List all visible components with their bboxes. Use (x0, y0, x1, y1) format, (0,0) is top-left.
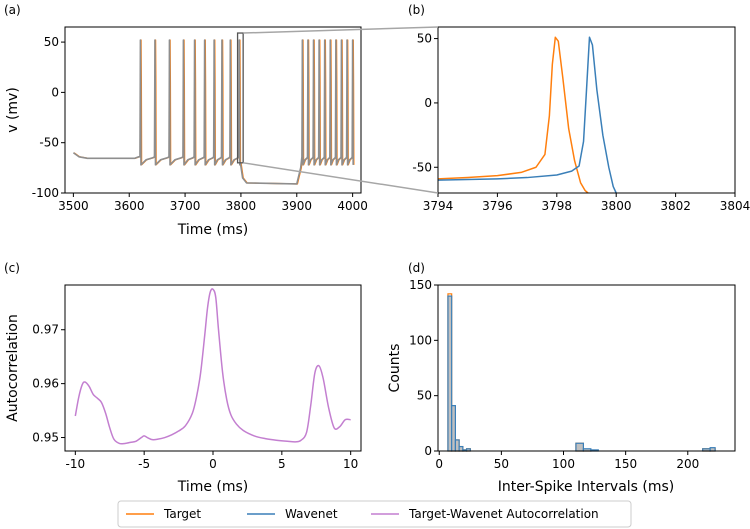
panel-c-xtick-label: 5 (278, 457, 286, 471)
panel-c: (c) -10 -5 0 5 10 0.95 0.96 0.97 Time (ms) Auto… (4, 261, 362, 495)
panel-c-series-autocorrelation (74, 288, 351, 445)
panel-d-ytick-label: 0 (424, 444, 432, 458)
panel-d-xtick-label: 200 (676, 457, 699, 471)
panel-a-series-wavenet (72, 39, 354, 185)
legend-label-autocorrelation: Target-Wavenet Autocorrelation (408, 507, 599, 521)
panel-b-xtick-label: 3800 (601, 199, 632, 213)
panel-d-ytick-label: 50 (417, 389, 432, 403)
panel-a-ytick-label: 50 (44, 35, 59, 49)
panel-a-xtick-label: 4000 (337, 199, 368, 213)
panel-c-axes: -10 -5 0 5 10 0.95 0.96 0.97 (32, 323, 358, 471)
panel-a-ytick-label: -50 (39, 136, 59, 150)
panel-a-label: (a) (4, 3, 21, 17)
panel-c-ytick-label: 0.95 (32, 431, 59, 445)
panel-a: (a) 3500 3600 3700 3800 3900 4000 -100 -50 0 50 T… (4, 3, 368, 238)
panel-c-ytick-label: 0.96 (32, 377, 59, 391)
panel-a-ylabel: v (mv) (5, 87, 21, 133)
legend-label-wavenet: Wavenet (285, 507, 338, 521)
panel-b: (b) 3794 3796 3798 3800 3802 3804 -50 0 50 (408, 3, 750, 213)
panel-d-frame (437, 284, 736, 452)
panel-b-label: (b) (408, 3, 425, 17)
panel-d-ytick-label: 100 (409, 333, 432, 347)
panel-d: (d) 0 50 100 150 200 0 50 100 150 Inter-Spike In… (387, 261, 736, 495)
panel-a-axes: 3500 3600 3700 3800 3900 4000 -100 -50 0 50 (32, 35, 368, 213)
panel-c-xtick-label: -10 (66, 457, 86, 471)
zoom-guide-top (243, 26, 439, 34)
panel-d-ylabel: Counts (387, 344, 403, 393)
panel-a-xtick-label: 3700 (170, 199, 201, 213)
panel-d-ytick-label: 150 (409, 278, 432, 292)
panel-b-frame (437, 26, 736, 194)
panel-a-xlabel: Time (ms) (177, 222, 249, 238)
panel-d-plot-area (447, 293, 716, 452)
panel-b-xtick-label: 3804 (720, 199, 750, 213)
panel-c-plot-area (74, 288, 351, 445)
zoom-connector-lines (243, 26, 439, 194)
panel-b-xtick-label: 3802 (660, 199, 691, 213)
panel-a-ytick-label: 0 (51, 85, 59, 99)
panel-a-xtick-label: 3600 (114, 199, 145, 213)
panel-c-xlabel: Time (ms) (177, 479, 249, 495)
panel-c-ylabel: Autocorrelation (5, 314, 21, 422)
panel-c-label: (c) (4, 261, 20, 275)
panel-d-axes: 0 50 100 150 200 0 50 100 150 (409, 278, 699, 471)
panel-b-series-target (437, 36, 589, 194)
panel-a-frame (64, 26, 362, 194)
panel-a-xtick-label: 3800 (226, 199, 257, 213)
panel-c-ytick-label: 0.97 (32, 323, 59, 337)
zoom-guide-bottom (243, 162, 439, 194)
panel-d-xtick-label: 150 (614, 457, 637, 471)
panel-b-axes: 3794 3796 3798 3800 3802 3804 -50 0 50 (412, 32, 750, 213)
panel-c-xtick-label: -5 (138, 457, 150, 471)
panel-a-ytick-label: -100 (32, 186, 59, 200)
panel-b-xtick-label: 3794 (423, 199, 454, 213)
panel-a-xtick-label: 3900 (282, 199, 313, 213)
panel-b-series-wavenet (437, 36, 617, 194)
legend-label-target: Target (163, 507, 201, 521)
panel-a-xtick-label: 3500 (58, 199, 89, 213)
legend: Target Wavenet Target-Wavenet Autocorrel… (117, 500, 632, 528)
panel-c-xtick-label: 0 (209, 457, 217, 471)
panel-d-xlabel: Inter-Spike Intervals (ms) (498, 479, 675, 495)
panel-c-xtick-label: 10 (343, 457, 358, 471)
panel-b-ytick-label: -50 (412, 160, 432, 174)
panel-b-ytick-label: 0 (424, 96, 432, 110)
panel-b-ytick-label: 50 (417, 32, 432, 46)
panel-d-bar-wavenet (575, 442, 584, 452)
panel-a-inset-box (236, 32, 244, 164)
panel-b-xtick-label: 3798 (542, 199, 573, 213)
panel-d-xtick-label: 100 (552, 457, 575, 471)
panel-d-label: (d) (408, 261, 425, 275)
panel-d-xtick-label: 0 (435, 457, 443, 471)
panel-a-plot-area (72, 32, 355, 185)
panel-d-xtick-label: 50 (494, 457, 509, 471)
panel-b-plot-area (437, 36, 617, 194)
panel-b-xtick-label: 3796 (482, 199, 513, 213)
